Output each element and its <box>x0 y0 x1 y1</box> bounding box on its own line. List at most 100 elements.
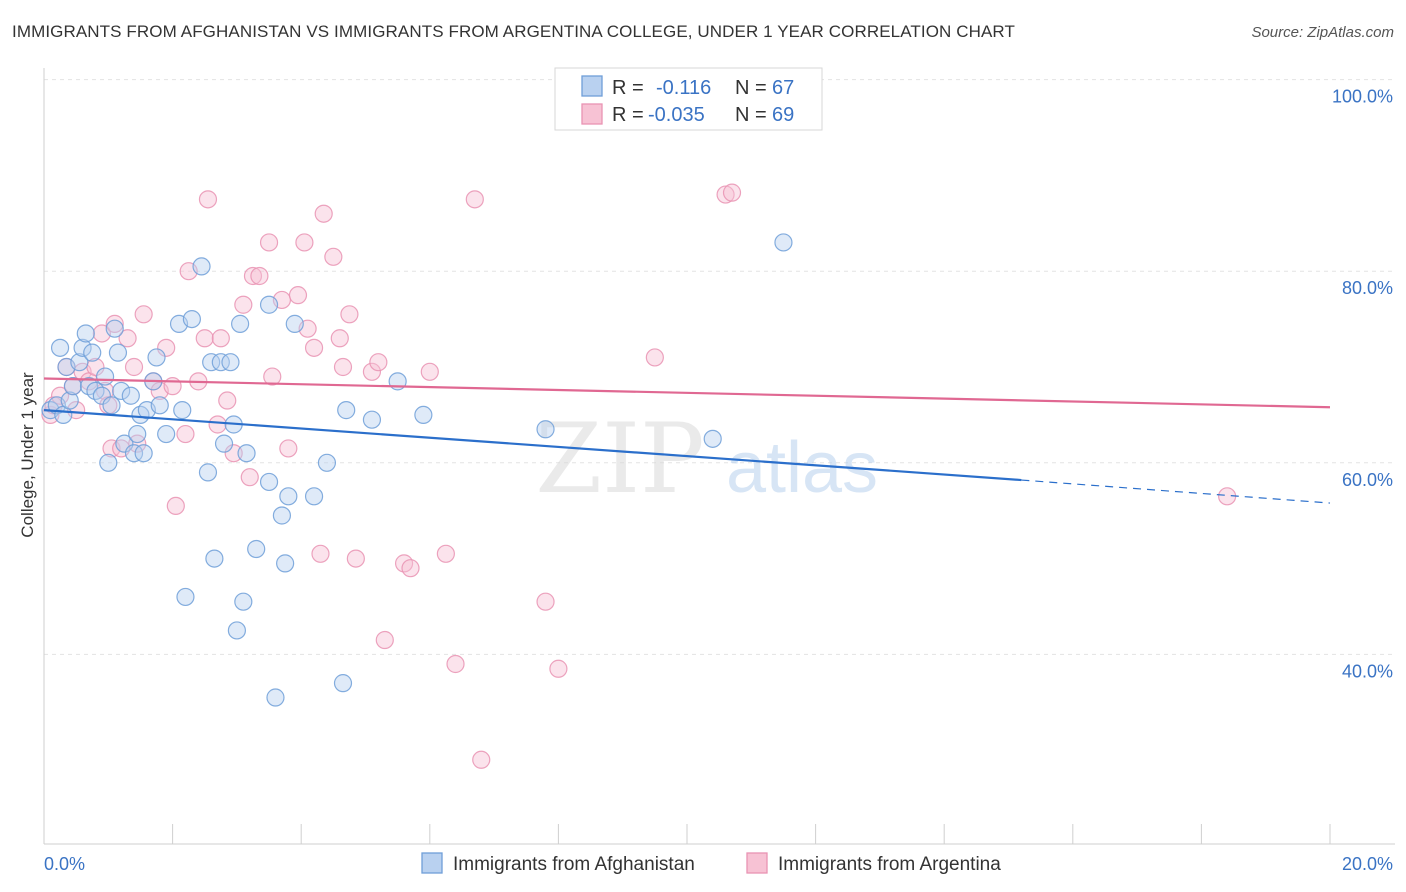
legend-n-label-1: N = <box>735 77 767 99</box>
legend-r-label-2: R = <box>612 104 644 126</box>
watermark: ZIP atlas <box>535 403 878 515</box>
x-tick-label: 20.0% <box>1342 854 1393 874</box>
point-argentina <box>645 348 664 367</box>
point-afghanistan <box>285 314 304 333</box>
point-afghanistan <box>231 314 250 333</box>
trend-line-argentina <box>43 377 1331 409</box>
point-afghanistan <box>247 539 266 559</box>
point-afghanistan <box>304 487 324 506</box>
point-afghanistan <box>121 386 140 405</box>
point-afghanistan <box>259 472 279 492</box>
point-afghanistan <box>214 434 234 453</box>
point-argentina <box>50 386 70 405</box>
point-afghanistan <box>83 343 102 362</box>
y-tick-label: 100.0% <box>1332 87 1393 107</box>
point-argentina <box>716 185 735 204</box>
point-argentina <box>362 362 382 381</box>
point-argentina <box>536 592 555 611</box>
point-afghanistan <box>198 463 218 482</box>
y-tick-label: 80.0% <box>1342 278 1393 298</box>
point-afghanistan <box>221 353 240 372</box>
point-argentina <box>369 353 388 372</box>
point-argentina <box>211 329 230 348</box>
legend-r-value-2: -0.035 <box>648 104 705 126</box>
point-argentina <box>240 468 259 487</box>
point-argentina <box>375 630 394 650</box>
point-afghanistan <box>276 554 295 573</box>
point-argentina <box>472 750 491 769</box>
stats-legend: R = -0.116 N = 67 R = -0.035 N = 69 <box>554 67 823 131</box>
point-afghanistan <box>105 319 124 338</box>
point-afghanistan <box>95 367 115 386</box>
point-argentina <box>124 357 144 377</box>
grid-lines <box>44 79 1395 655</box>
point-argentina <box>234 295 253 314</box>
y-axis-label: College, Under 1 year <box>18 372 37 538</box>
point-afghanistan <box>272 506 292 525</box>
point-afghanistan <box>60 391 79 410</box>
y-tick-label: 60.0% <box>1342 470 1393 490</box>
series-legend-swatch-afghanistan <box>421 852 443 874</box>
point-argentina <box>446 654 465 674</box>
point-argentina <box>208 415 227 434</box>
point-afghanistan <box>73 338 92 357</box>
point-afghanistan <box>279 487 298 506</box>
y-tick-label: 40.0% <box>1342 661 1393 681</box>
series-legend-label-argentina: Immigrants from Argentina <box>778 854 1001 875</box>
point-argentina <box>195 329 214 348</box>
point-argentina <box>330 329 349 348</box>
point-argentina <box>198 190 218 209</box>
point-afghanistan <box>128 424 147 444</box>
point-argentina <box>304 338 324 357</box>
point-argentina <box>166 496 185 516</box>
point-argentina <box>118 329 137 348</box>
point-argentina <box>314 204 333 223</box>
point-afghanistan <box>205 549 224 568</box>
point-argentina <box>340 305 359 324</box>
point-afghanistan <box>112 381 131 401</box>
point-afghanistan <box>227 621 246 640</box>
point-argentina <box>224 444 243 463</box>
point-afghanistan <box>134 444 153 463</box>
legend-swatch-afghanistan <box>581 75 603 97</box>
point-afghanistan <box>176 587 195 607</box>
point-afghanistan <box>50 338 70 357</box>
point-afghanistan <box>115 434 134 453</box>
trend-line-afghanistan <box>43 409 1022 482</box>
point-argentina <box>346 549 365 568</box>
legend-r-label-1: R = <box>612 77 644 99</box>
point-argentina <box>157 338 176 357</box>
point-argentina <box>250 266 269 286</box>
point-afghanistan <box>182 310 201 329</box>
point-argentina <box>295 233 314 252</box>
point-afghanistan <box>102 396 121 415</box>
legend-n-value-1: 67 <box>772 77 794 99</box>
source-label: Source: ZipAtlas.com <box>1251 24 1394 41</box>
point-afghanistan <box>202 353 221 372</box>
point-afghanistan <box>414 405 433 424</box>
point-afghanistan <box>211 353 230 372</box>
legend-n-value-2: 69 <box>772 104 794 126</box>
point-argentina <box>288 286 308 305</box>
point-argentina <box>465 190 484 209</box>
point-afghanistan <box>337 401 356 420</box>
point-argentina <box>436 544 455 563</box>
point-afghanistan <box>266 688 285 707</box>
point-argentina <box>333 357 353 377</box>
point-argentina <box>105 314 124 333</box>
point-argentina <box>218 391 237 410</box>
point-afghanistan <box>76 324 95 343</box>
point-argentina <box>134 305 153 324</box>
point-afghanistan <box>147 348 166 367</box>
point-afghanistan <box>92 386 111 405</box>
chart-title: IMMIGRANTS FROM AFGHANISTAN VS IMMIGRANT… <box>12 22 1015 41</box>
point-argentina <box>279 439 298 458</box>
point-afghanistan <box>157 424 176 444</box>
point-afghanistan <box>108 343 128 362</box>
point-argentina <box>243 266 263 286</box>
legend-n-label-2: N = <box>735 104 767 126</box>
series-legend-label-afghanistan: Immigrants from Afghanistan <box>453 854 695 875</box>
watermark-zip: ZIP <box>535 403 704 515</box>
legend-r-value-1: -0.116 <box>656 77 711 99</box>
